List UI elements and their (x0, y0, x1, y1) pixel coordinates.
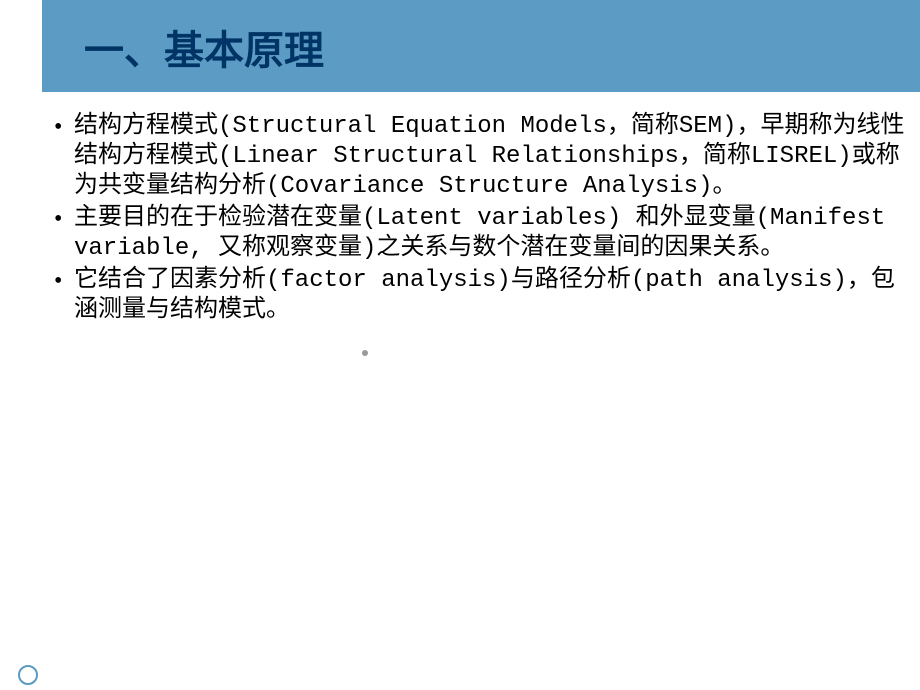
bullet-marker: • (50, 266, 74, 296)
bullet-item: • 结构方程模式(Structural Equation Models，简称SE… (50, 112, 910, 202)
center-dot-icon (362, 350, 368, 356)
bullet-marker: • (50, 112, 74, 142)
bullet-item: • 它结合了因素分析(factor analysis)与路径分析(path an… (50, 266, 910, 326)
bullet-text: 主要目的在于检验潜在变量(Latent variables) 和外显变量(Man… (74, 204, 910, 264)
bullet-marker: • (50, 204, 74, 234)
slide-title: 一、基本原理 (84, 18, 324, 76)
decorative-circle-icon (18, 665, 38, 685)
bullet-text: 它结合了因素分析(factor analysis)与路径分析(path anal… (74, 266, 910, 326)
bullet-text: 结构方程模式(Structural Equation Models，简称SEM)… (74, 112, 910, 202)
bullet-item: • 主要目的在于检验潜在变量(Latent variables) 和外显变量(M… (50, 204, 910, 264)
content-area: • 结构方程模式(Structural Equation Models，简称SE… (50, 112, 910, 328)
